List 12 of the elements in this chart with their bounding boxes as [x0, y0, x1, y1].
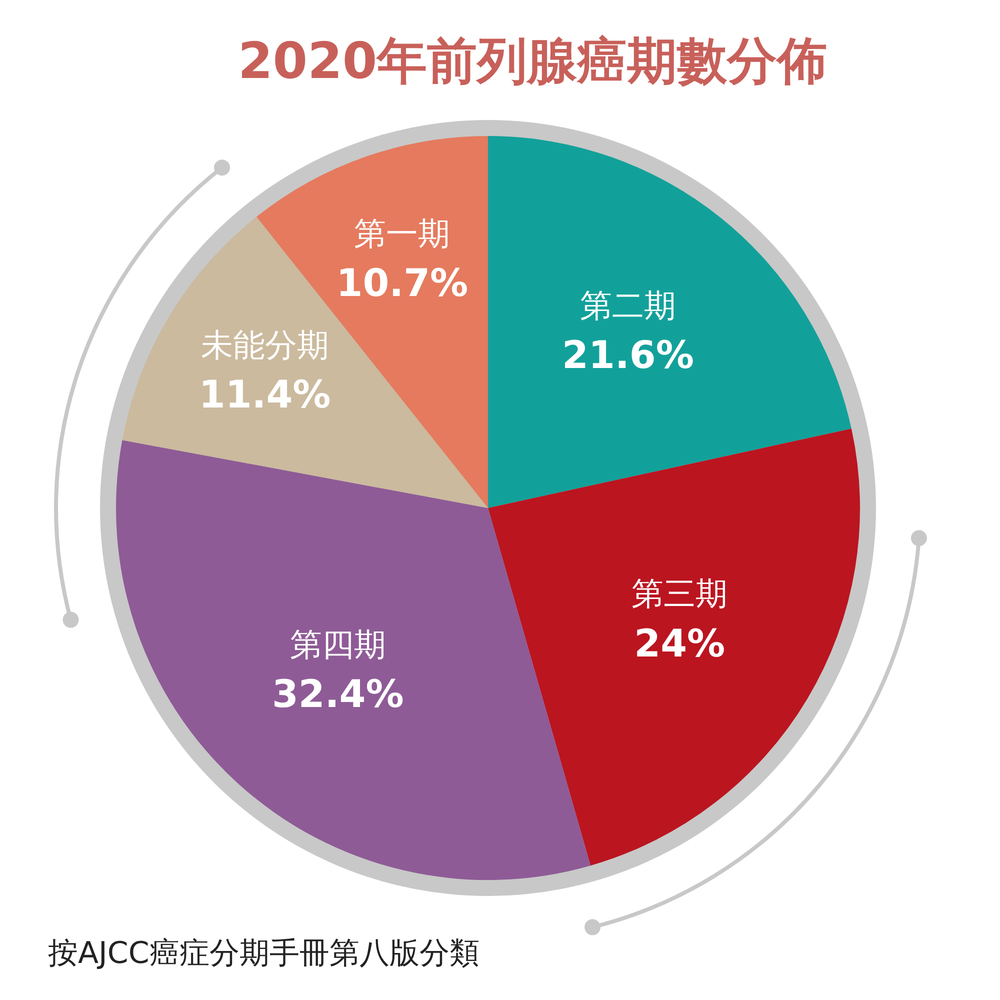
slice-label: 未能分期: [200, 326, 329, 364]
slice-label: 第三期: [632, 574, 728, 613]
data-label: 10.7%: [336, 261, 468, 306]
text: 按AJCC癌症分期手冊第八版分類: [48, 935, 480, 973]
chart-title: 2020年前列腺癌期數分佈: [238, 31, 828, 92]
slice-label: 第一期: [354, 214, 450, 252]
slice-label: 第二期: [580, 286, 676, 324]
data-label: 32.4%: [272, 672, 404, 716]
data-label: 21.6%: [562, 333, 694, 378]
data-label: 24%: [634, 621, 726, 666]
data-label: 11.4%: [198, 372, 331, 417]
slice-label: 第四期: [290, 626, 386, 664]
